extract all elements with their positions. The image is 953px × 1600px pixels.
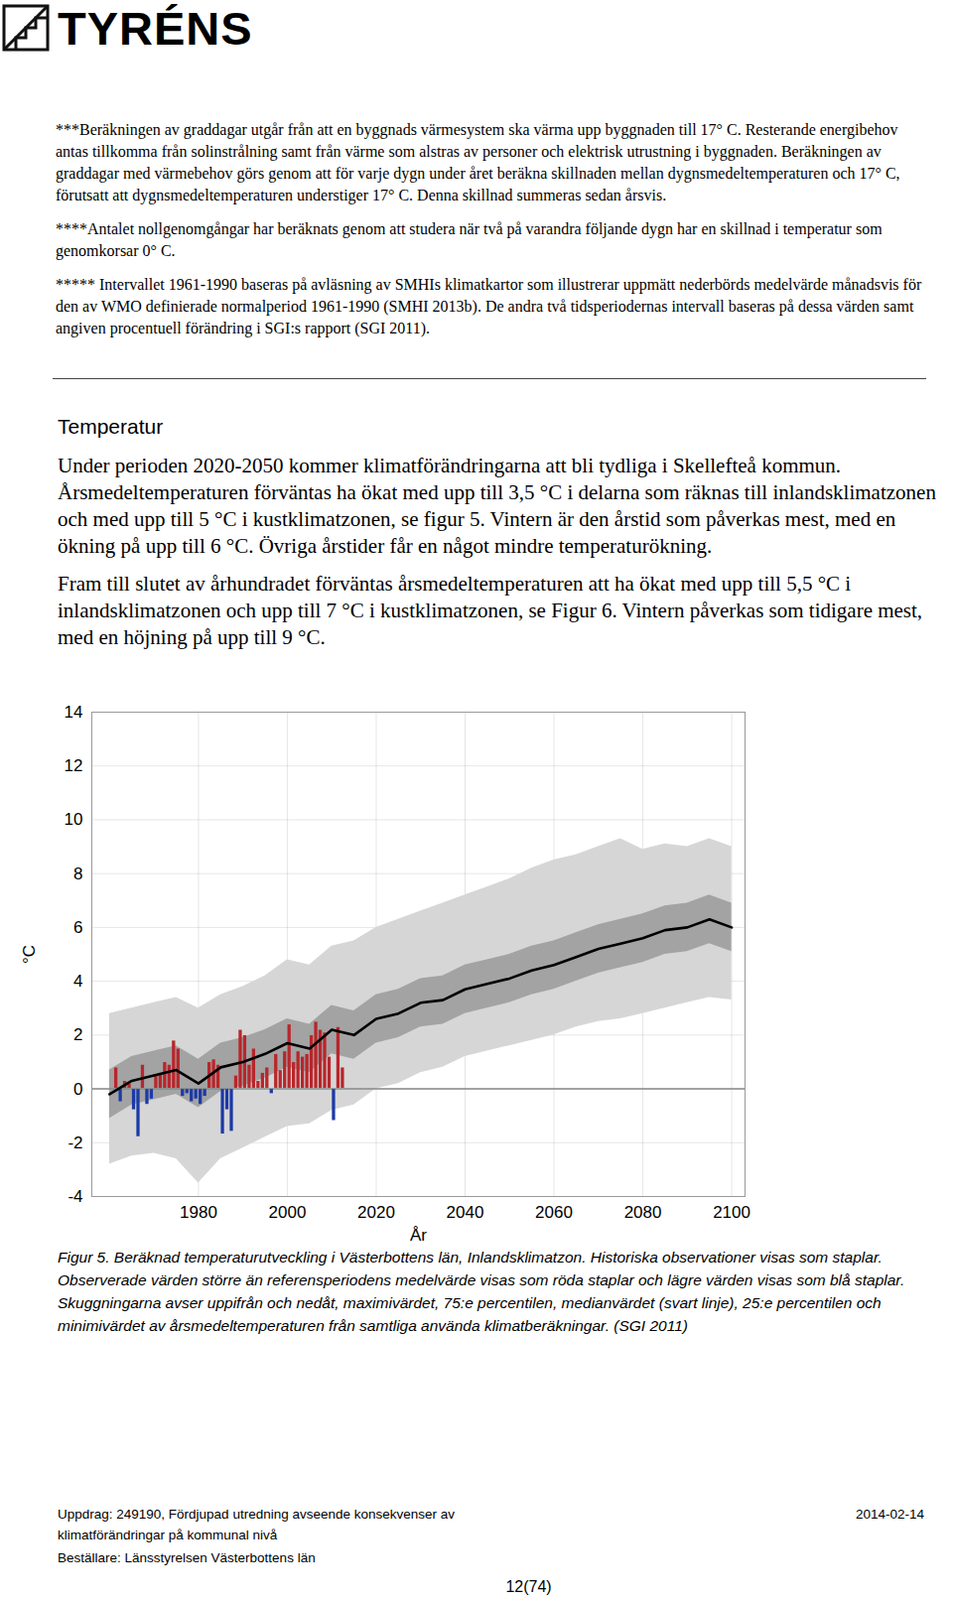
svg-text:2020: 2020 [357,1203,396,1223]
svg-text:0: 0 [73,1079,83,1098]
svg-text:10: 10 [64,810,84,829]
html-text:***** Intervallet 1961-1990 ba: ***** Intervallet 1961-1990 baseras på a… [55,275,922,337]
svg-text:2060: 2060 [535,1203,573,1223]
svg-text:År: År [409,1225,427,1245]
html-text:Beställare: Länsstyrelsen Väst: Beställare: Länsstyrelsen Västerbottens … [57,1550,316,1566]
svg-text:-4: -4 [67,1187,83,1207]
svg-text:2: 2 [73,1025,83,1045]
html-text:12(74): 12(74) [505,1578,552,1596]
html-text:Figur 5. Beräknad temperaturut: Figur 5. Beräknad temperaturutveckling i… [57,1248,905,1335]
svg-text:°C: °C [19,945,39,964]
html-text:Under perioden 2020-2050 komme: Under perioden 2020-2050 kommer klimatfö… [57,453,937,558]
svg-text:2100: 2100 [712,1203,751,1223]
svg-text:2080: 2080 [624,1203,663,1223]
html-text:Temperatur: Temperatur [57,414,164,438]
svg-text:-2: -2 [67,1133,83,1153]
svg-text:1980: 1980 [179,1203,218,1223]
html-text:klimatförändringar på kommunal: klimatförändringar på kommunal nivå [57,1527,278,1543]
html-text:TYRÉNS: TYRÉNS [57,1,253,55]
svg-text:12: 12 [64,756,84,776]
html-text:***Beräkningen av graddagar ut: ***Beräkningen av graddagar utgår från a… [55,121,900,204]
html-text:2014-02-14: 2014-02-14 [855,1506,925,1522]
svg-text:4: 4 [73,971,83,991]
svg-text:6: 6 [73,918,83,938]
svg-text:14: 14 [64,702,84,722]
svg-text:8: 8 [73,864,83,884]
html-text:****Antalet nollgenomgångar ha: ****Antalet nollgenomgångar har beräknat… [55,220,883,260]
svg-text:2000: 2000 [269,1203,307,1223]
svg-text:2040: 2040 [446,1203,485,1223]
html-text:Fram till slutet av århundrade: Fram till slutet av århundradet förvänta… [57,571,923,650]
html-text:Uppdrag: 249190, Fördjupad utr: Uppdrag: 249190, Fördjupad utredning avs… [57,1506,455,1522]
